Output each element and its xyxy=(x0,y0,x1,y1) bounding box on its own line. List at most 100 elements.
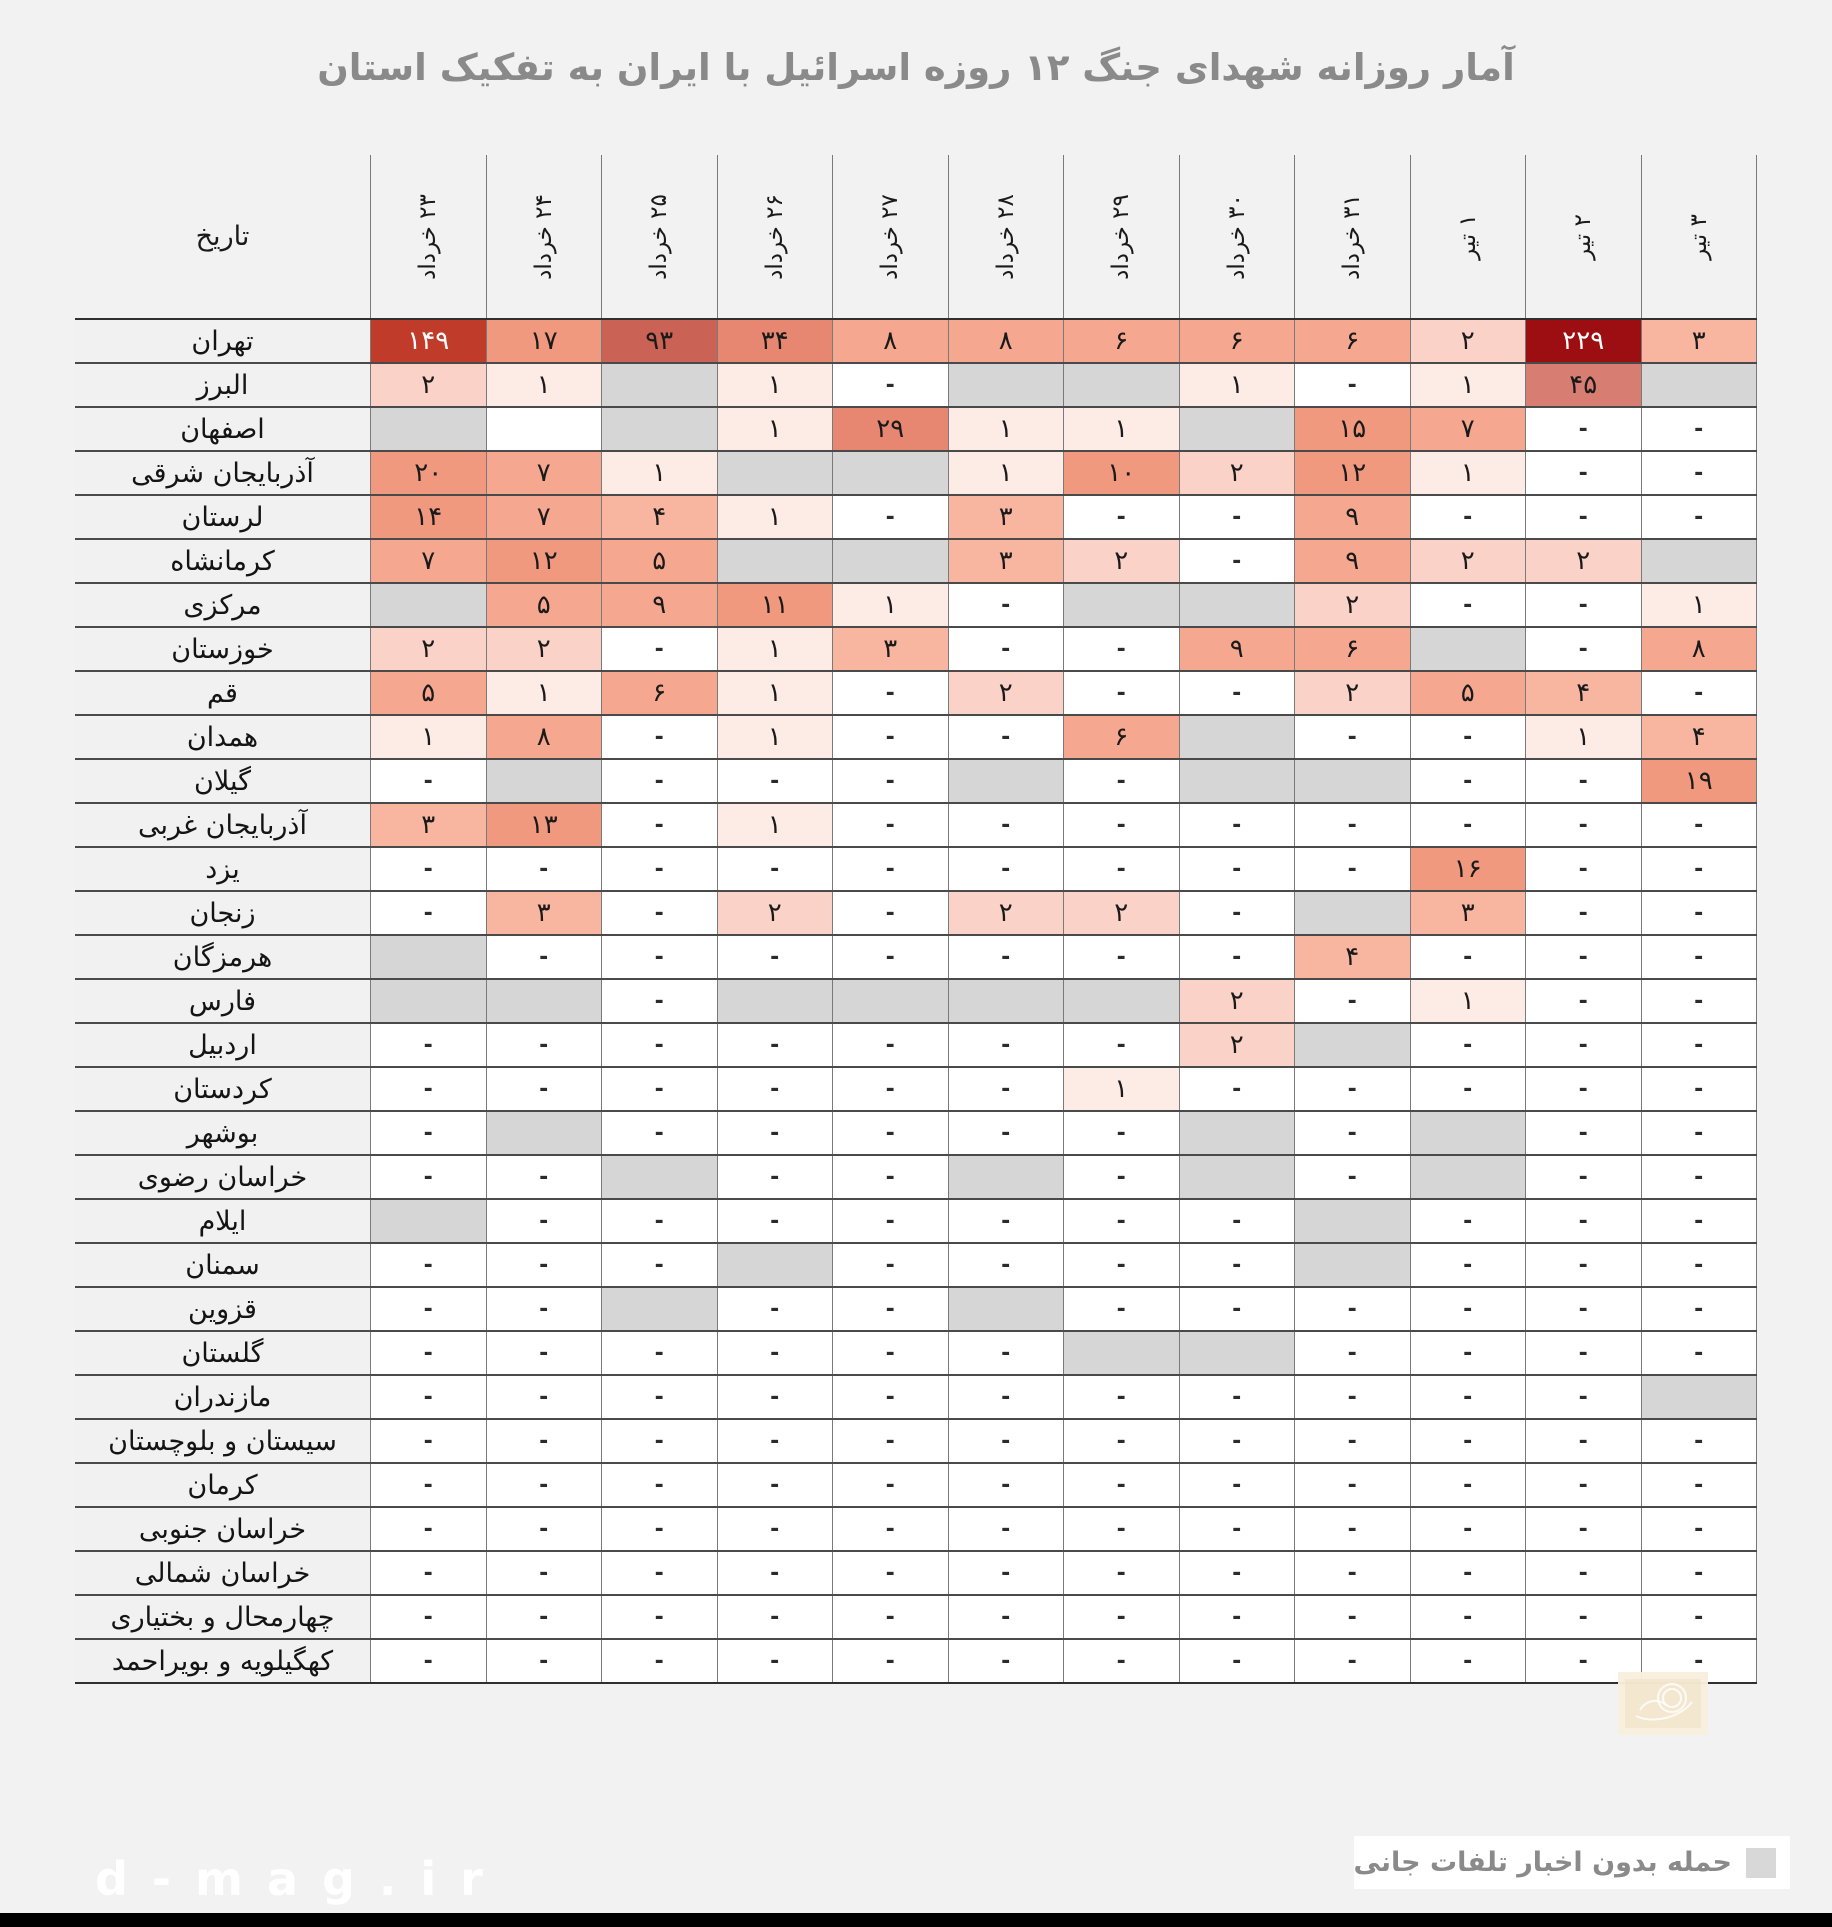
data-cell: - xyxy=(601,1111,717,1155)
data-cell: - xyxy=(601,715,717,759)
data-cell: - xyxy=(832,671,948,715)
data-cell: - xyxy=(947,1419,1064,1463)
data-cell: - xyxy=(832,847,948,891)
data-cell: - xyxy=(832,1463,948,1507)
data-cell: - xyxy=(1063,1463,1179,1507)
data-cell: - xyxy=(832,1287,948,1331)
cell-attack-no-casualty xyxy=(485,979,602,1023)
cell-attack-no-casualty xyxy=(1063,583,1179,627)
data-cell: ۲۹ xyxy=(832,407,948,451)
data-cell: - xyxy=(1525,583,1641,627)
data-cell: - xyxy=(832,363,948,407)
data-cell: - xyxy=(1640,1243,1757,1287)
date-header: ۳۰ خرداد xyxy=(1178,155,1295,319)
cell-attack-no-casualty xyxy=(1178,1331,1295,1375)
table-row: اصفهان ۱ ۲۹ ۱ ۱ ۱۵ ۷- - xyxy=(75,407,1757,451)
data-cell: - xyxy=(370,1551,486,1595)
province-label: چهارمحال و بختیاری xyxy=(75,1595,371,1639)
data-cell: ۲ xyxy=(947,671,1064,715)
cell-attack-no-casualty xyxy=(1294,759,1410,803)
data-cell: - xyxy=(1063,1023,1179,1067)
data-cell: - xyxy=(1409,1023,1526,1067)
data-cell: - xyxy=(601,847,717,891)
data-cell: - xyxy=(832,1375,948,1419)
table-row: زنجان -۳-۲-۲ ۲-۳- - xyxy=(75,891,1757,935)
data-cell: ۱ xyxy=(716,407,833,451)
data-cell: - xyxy=(947,1111,1064,1155)
data-cell: - xyxy=(1525,1551,1641,1595)
data-cell: ۷ xyxy=(370,539,486,583)
data-cell: ۹ xyxy=(1294,495,1410,539)
data-cell: - xyxy=(1063,1551,1179,1595)
table-row: هرمزگان - - - - - - -۴- - - xyxy=(75,935,1757,979)
data-cell: - xyxy=(1640,1067,1757,1111)
data-cell: - xyxy=(1525,627,1641,671)
data-cell: - xyxy=(1063,1111,1179,1155)
data-cell: - xyxy=(1525,979,1641,1023)
data-cell: - xyxy=(1525,1419,1641,1463)
data-cell: ۱۲ xyxy=(1294,451,1410,495)
cell-attack-no-casualty xyxy=(1409,627,1526,671)
data-cell: - xyxy=(485,1375,602,1419)
data-cell: ۱ xyxy=(1525,715,1641,759)
cell-attack-no-casualty xyxy=(370,583,486,627)
data-cell: - xyxy=(716,935,833,979)
data-cell: - xyxy=(1640,671,1757,715)
stats-table: تاریخ ۲۳ خرداد ۲۴ خرداد ۲۵ خرداد ۲۶ خرداد ۲۷ … xyxy=(75,155,1757,1684)
data-cell: - xyxy=(601,1375,717,1419)
data-cell: - xyxy=(1525,1463,1641,1507)
data-cell: - xyxy=(947,1639,1064,1683)
data-cell: ۴ xyxy=(1640,715,1757,759)
data-cell: - xyxy=(832,1067,948,1111)
data-cell: - xyxy=(1525,1595,1641,1639)
data-cell: - xyxy=(1294,1463,1410,1507)
data-cell: - xyxy=(1294,1155,1410,1199)
data-cell: - xyxy=(601,1507,717,1551)
data-cell: - xyxy=(1525,1331,1641,1375)
data-cell: - xyxy=(832,891,948,935)
data-cell: ۴ xyxy=(1294,935,1410,979)
province-label: اردبیل xyxy=(75,1023,371,1067)
cell-attack-no-casualty xyxy=(601,407,717,451)
table-body: تهران ۱۴۹ ۱۷ ۹۳ ۳۴ ۸ ۸ ۶ ۶ ۶ ۲ ۲۲۹ ۳ البرز ۲ ۱ ۱-۱-۱ ۴۵ اص… xyxy=(75,319,1757,1683)
cell-attack-no-casualty xyxy=(1178,583,1295,627)
data-cell: - xyxy=(716,1199,833,1243)
cell-attack-no-casualty xyxy=(716,451,833,495)
cell-attack-no-casualty xyxy=(947,759,1064,803)
data-cell: - xyxy=(1525,891,1641,935)
data-cell: - xyxy=(716,1595,833,1639)
data-cell: - xyxy=(832,1199,948,1243)
cell-attack-no-casualty xyxy=(716,1243,833,1287)
table-row: قزوین - - - - - - - - - - xyxy=(75,1287,1757,1331)
cell-attack-no-casualty xyxy=(1063,979,1179,1023)
data-cell: - xyxy=(1178,539,1295,583)
data-cell: ۳ xyxy=(370,803,486,847)
cell-attack-no-casualty xyxy=(1063,363,1179,407)
data-cell: ۷ xyxy=(1409,407,1526,451)
data-cell: ۲ xyxy=(947,891,1064,935)
data-cell: - xyxy=(1294,1375,1410,1419)
table-row: آذربایجان غربی ۳ ۱۳-۱- - - - - - - - xyxy=(75,803,1757,847)
data-cell: ۱۹ xyxy=(1640,759,1757,803)
province-label: گیلان xyxy=(75,759,371,803)
data-cell: - xyxy=(1178,1199,1295,1243)
table-row: خراسان رضوی - - - - - - - - xyxy=(75,1155,1757,1199)
cell-attack-no-casualty xyxy=(601,363,717,407)
data-cell: - xyxy=(1294,1639,1410,1683)
dmag-logo-watermark xyxy=(1618,1672,1708,1735)
bottom-black-bar xyxy=(0,1913,1832,1927)
table-row: چهارمحال و بختیاری - - - - - - - - - - - - xyxy=(75,1595,1757,1639)
data-cell: - xyxy=(716,1507,833,1551)
data-cell: ۱ xyxy=(716,671,833,715)
cell-attack-no-casualty xyxy=(832,451,948,495)
data-cell: ۹۳ xyxy=(601,319,717,363)
data-cell: - xyxy=(716,1155,833,1199)
data-cell: - xyxy=(716,1639,833,1683)
data-cell: - xyxy=(370,1331,486,1375)
data-cell: - xyxy=(1178,935,1295,979)
data-cell: - xyxy=(601,891,717,935)
data-cell: ۵ xyxy=(1409,671,1526,715)
data-cell: - xyxy=(947,715,1064,759)
data-cell: ۲ xyxy=(1178,451,1295,495)
cell-attack-no-casualty xyxy=(1178,715,1295,759)
